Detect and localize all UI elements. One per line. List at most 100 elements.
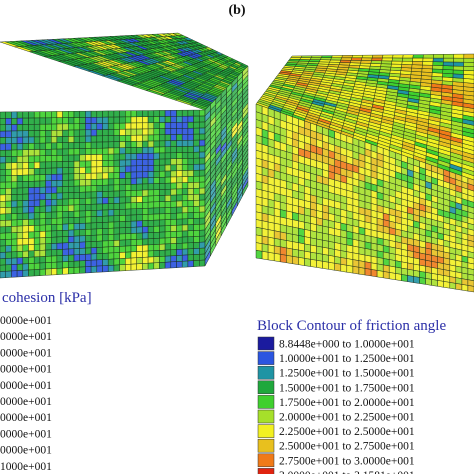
- legend-entry: 0000e+001: [0, 331, 52, 343]
- mesh-cell: [62, 217, 69, 225]
- mesh-cell: [28, 143, 35, 150]
- mesh-cell: [130, 110, 137, 118]
- mesh-cell: [388, 272, 396, 280]
- mesh-cell: [16, 155, 24, 163]
- mesh-cell: [28, 250, 35, 258]
- mesh-cell: [5, 124, 12, 132]
- mesh-cell: [181, 164, 189, 171]
- mesh-cell: [5, 168, 12, 176]
- mesh-cell: [62, 204, 69, 212]
- mesh-cell: [33, 224, 41, 233]
- mesh-cell: [461, 155, 474, 164]
- legend-swatch: [257, 395, 275, 409]
- mesh-cell: [147, 122, 155, 130]
- mesh-cell: [68, 260, 75, 268]
- mesh-cell: [73, 192, 80, 199]
- mesh-cell: [16, 124, 24, 132]
- mesh-cell: [267, 244, 275, 254]
- mesh-cell: [5, 143, 12, 151]
- mesh-cell: [56, 136, 63, 144]
- mesh-cell: [5, 162, 12, 170]
- mesh-cell: [130, 128, 137, 136]
- legend-swatch: [257, 468, 275, 474]
- mesh-cell: [56, 129, 63, 137]
- mesh-cell: [159, 225, 166, 233]
- mesh-cell: [39, 174, 46, 182]
- mesh-cell: [22, 187, 29, 195]
- mesh-cell: [119, 110, 126, 118]
- mesh-cell: [242, 181, 249, 197]
- mesh-cell: [68, 223, 75, 231]
- mesh-cell: [85, 259, 92, 268]
- mesh-cell: [142, 201, 149, 209]
- mesh-cell: [170, 170, 177, 178]
- mesh-cell: [5, 118, 12, 125]
- mesh-cell: [107, 116, 115, 124]
- mesh-cell: [153, 140, 160, 148]
- mesh-cell: [16, 232, 24, 240]
- mesh-cell: [181, 109, 189, 117]
- mesh-cell: [199, 151, 206, 159]
- mesh-cell: [176, 212, 183, 220]
- mesh-cell: [125, 184, 132, 191]
- mesh-cell: [33, 117, 41, 125]
- mesh-cell: [199, 259, 206, 267]
- mesh-cell: [147, 128, 155, 136]
- mesh-cell: [467, 279, 474, 287]
- mesh-cell: [136, 196, 143, 203]
- mesh-cell: [147, 171, 155, 178]
- mesh-cell: [463, 61, 474, 67]
- mesh-cell: [255, 226, 263, 237]
- mesh-cell: [279, 239, 287, 249]
- mesh-cell: [113, 221, 120, 229]
- mesh-cell: [119, 264, 126, 272]
- mesh-cell: [176, 164, 183, 172]
- mesh-cell: [193, 175, 200, 183]
- mesh-cell: [33, 111, 41, 119]
- mesh-cell: [5, 187, 12, 196]
- mesh-cell: [107, 122, 115, 130]
- mesh-cell: [322, 261, 329, 270]
- mesh-cell: [51, 186, 58, 194]
- mesh-cell: [119, 227, 126, 235]
- mesh-cell: [412, 57, 424, 62]
- mesh-cell: [310, 251, 317, 261]
- mesh-cell: [286, 255, 293, 264]
- mesh-cell: [79, 166, 86, 174]
- legend-swatch: [257, 336, 275, 351]
- mesh-cell: [90, 228, 98, 236]
- mesh-cell: [142, 122, 149, 130]
- mesh-cell: [68, 235, 75, 243]
- mesh-cell: [193, 193, 200, 201]
- mesh-cell: [51, 199, 58, 207]
- mesh-cell: [142, 244, 149, 252]
- mesh-cell: [463, 78, 474, 84]
- mesh-cell: [5, 200, 12, 208]
- mesh-cell: [33, 237, 41, 245]
- mesh-cell: [68, 267, 75, 275]
- mesh-cell: [56, 123, 63, 131]
- mesh-cell: [79, 204, 86, 212]
- mesh-cell: [45, 142, 52, 150]
- mesh-cell: [176, 182, 183, 190]
- mesh-cell: [136, 202, 143, 209]
- mesh-cell: [193, 109, 200, 117]
- mesh-cell: [130, 165, 137, 173]
- mesh-cell: [0, 194, 6, 202]
- mesh-cell: [304, 214, 311, 224]
- mesh-cell: [159, 158, 166, 166]
- mesh-cell: [328, 255, 335, 264]
- mesh-cell: [73, 248, 80, 256]
- mesh-cell: [96, 160, 103, 168]
- mesh-cell: [187, 242, 194, 250]
- mesh-cell: [442, 69, 454, 75]
- mesh-cell: [5, 181, 12, 189]
- mesh-cell: [467, 194, 474, 203]
- mesh-cell: [62, 136, 69, 143]
- mesh-cell: [56, 249, 63, 257]
- mesh-cell: [119, 239, 126, 247]
- mesh-cell: [176, 188, 183, 196]
- mesh-cell: [107, 209, 115, 217]
- mesh-cell: [73, 154, 80, 162]
- mesh-cell: [68, 217, 75, 225]
